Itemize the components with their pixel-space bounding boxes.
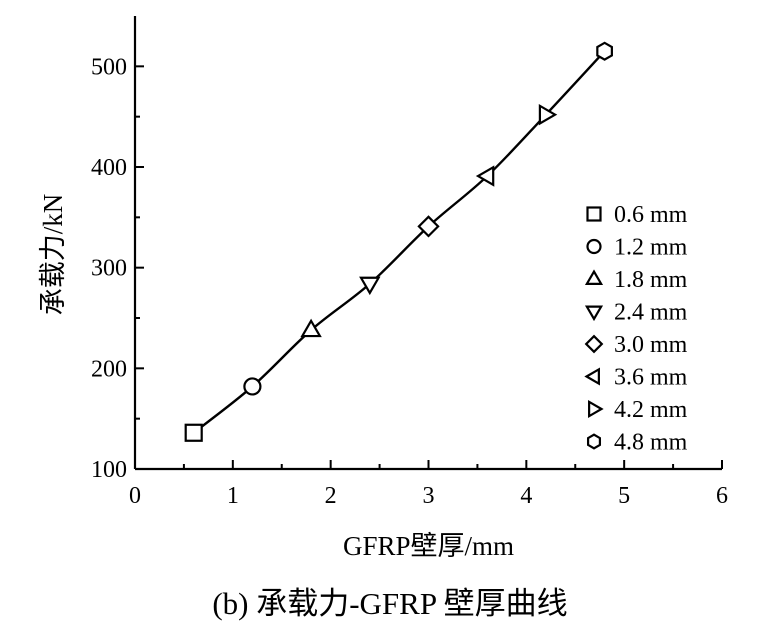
x-axis-label: GFRP壁厚/mm: [343, 531, 514, 561]
legend-label: 1.8 mm: [614, 267, 688, 293]
legend-label: 3.6 mm: [614, 365, 688, 391]
x-tick-label: 5: [618, 483, 630, 509]
legend-marker-circle: [586, 238, 602, 255]
x-tick-label: 2: [325, 483, 337, 509]
legend-marker-triangle-down: [584, 305, 604, 322]
legend-label: 2.4 mm: [614, 300, 688, 326]
marker-layer: [184, 41, 613, 442]
x-tick-label: 0: [129, 483, 141, 509]
legend-label: 1.2 mm: [614, 235, 688, 261]
y-tick-label: 500: [91, 54, 127, 80]
legend-marker-triangle-left: [584, 367, 600, 386]
data-point-square-0: [184, 423, 203, 442]
legend-marker-square: [586, 206, 602, 222]
y-axis-label: 承载力/kN: [38, 194, 68, 316]
legend-label: 4.8 mm: [614, 430, 688, 456]
y-axis-ticks: 100 200 300 400 500: [91, 54, 144, 483]
y-tick-label: 100: [91, 457, 127, 483]
y-tick-label: 400: [91, 155, 127, 181]
x-tick-label: 4: [520, 483, 532, 509]
y-tick-label: 200: [91, 356, 127, 382]
legend-label: 3.0 mm: [614, 332, 688, 358]
legend-marker-triangle-right: [588, 399, 604, 419]
x-tick-label: 6: [716, 483, 728, 509]
data-point-triangle-down-3: [359, 276, 381, 296]
data-point-triangle-left-5: [475, 165, 495, 187]
legend-label: 4.2 mm: [614, 397, 688, 423]
legend-marker-hexagon: [586, 433, 602, 450]
figure-caption: (b) 承载力-GFRP 壁厚曲线: [212, 586, 567, 621]
legend: 0.6 mm 1.2 mm 1.8 mm 2.4 mm 3.0 mm 3.6 mm 4.2 …: [584, 202, 688, 456]
data-point-hexagon-7: [596, 41, 613, 61]
x-tick-label: 3: [423, 483, 435, 509]
data-point-circle-1: [243, 377, 262, 396]
data-point-diamond-4: [417, 215, 440, 238]
legend-marker-triangle-up: [584, 269, 604, 285]
data-point-triangle-right-6: [538, 103, 558, 126]
data-point-triangle-up-2: [300, 318, 322, 338]
y-tick-label: 300: [91, 256, 127, 282]
x-axis-ticks: 0 1 2 3 4 5 6: [129, 460, 728, 509]
legend-label: 0.6 mm: [614, 202, 688, 228]
x-tick-label: 1: [227, 483, 239, 509]
legend-marker-diamond: [584, 334, 604, 354]
